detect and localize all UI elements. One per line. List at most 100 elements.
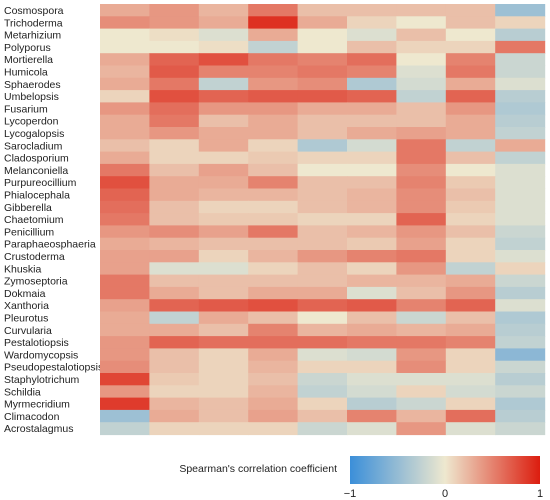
heatmap-cell — [100, 188, 150, 202]
heatmap-cell — [100, 127, 150, 140]
heatmap-cell — [297, 151, 348, 165]
heatmap-cell — [149, 274, 200, 288]
row-label-phialocephala: Phialocephala — [4, 190, 70, 202]
heatmap-cell — [495, 188, 546, 202]
heatmap-cell — [445, 262, 496, 276]
heatmap-cell — [396, 385, 447, 399]
heatmap-cell — [100, 409, 150, 423]
heatmap-cell — [149, 114, 200, 128]
heatmap-cell — [495, 127, 546, 140]
heatmap-cell — [445, 250, 496, 263]
heatmap-cell — [100, 348, 150, 362]
heatmap-cell — [347, 360, 397, 374]
heatmap-cell — [347, 311, 397, 325]
heatmap-cell — [495, 151, 546, 165]
heatmap-cell — [495, 336, 546, 349]
row-label-fusarium: Fusarium — [4, 103, 48, 115]
heatmap-cell — [445, 311, 496, 325]
colorbar-tick-max: 1 — [537, 488, 543, 500]
heatmap-cell — [445, 200, 496, 214]
heatmap-cell — [100, 163, 150, 177]
row-label-melanconiella: Melanconiella — [4, 165, 68, 177]
heatmap-cell — [347, 286, 397, 300]
heatmap-cell — [396, 237, 447, 251]
heatmap-cell — [445, 348, 496, 362]
row-label-cladosporium: Cladosporium — [4, 153, 69, 165]
heatmap-cell — [495, 213, 546, 226]
heatmap-cell — [396, 422, 447, 436]
heatmap-cell — [100, 200, 150, 214]
heatmap-cell — [100, 299, 150, 313]
heatmap-cell — [198, 163, 249, 177]
heatmap-cell — [347, 225, 397, 239]
heatmap-cell — [347, 102, 397, 116]
row-label-crustoderma: Crustoderma — [4, 251, 65, 263]
heatmap-cell — [445, 77, 496, 91]
heatmap-cell — [100, 102, 150, 116]
heatmap-cell — [198, 213, 249, 226]
heatmap-cell — [100, 323, 150, 337]
heatmap-cell — [445, 114, 496, 128]
heatmap-cell — [149, 4, 200, 17]
heatmap-cell — [297, 336, 348, 349]
heatmap-cell — [149, 409, 200, 423]
heatmap-cell — [248, 262, 299, 276]
heatmap-cell — [297, 176, 348, 190]
heatmap-cell — [347, 4, 397, 17]
heatmap-cell — [297, 262, 348, 276]
heatmap-cell — [198, 225, 249, 239]
heatmap-cell — [396, 139, 447, 153]
heatmap-cell — [396, 311, 447, 325]
row-label-myrmecridium: Myrmecridium — [4, 399, 70, 411]
heatmap-cell — [248, 360, 299, 374]
heatmap-cell — [100, 385, 150, 399]
heatmap-cell — [495, 397, 546, 411]
heatmap-cell — [347, 16, 397, 30]
heatmap-cell — [198, 397, 249, 411]
heatmap-cell — [198, 40, 249, 54]
heatmap-cell — [495, 250, 546, 263]
heatmap-cell — [198, 139, 249, 153]
heatmap-cell — [248, 77, 299, 91]
heatmap-cell — [396, 16, 447, 30]
heatmap-cell — [495, 409, 546, 423]
heatmap-cell — [495, 90, 546, 103]
heatmap-cell — [149, 225, 200, 239]
colorbar-title: Spearman's correlation coefficient — [179, 463, 337, 475]
heatmap-cell — [149, 139, 200, 153]
heatmap-cell — [248, 16, 299, 30]
heatmap-cell — [495, 373, 546, 386]
heatmap-cell — [445, 323, 496, 337]
heatmap-cell — [396, 286, 447, 300]
heatmap-cell — [495, 237, 546, 251]
heatmap-cell — [248, 139, 299, 153]
row-label-penicillium: Penicillium — [4, 226, 54, 238]
heatmap-cell — [248, 176, 299, 190]
heatmap-cell — [396, 397, 447, 411]
heatmap-cell — [396, 188, 447, 202]
heatmap-cell — [495, 311, 546, 325]
heatmap-cell — [198, 237, 249, 251]
heatmap-cell — [347, 40, 397, 54]
heatmap-cell — [198, 4, 249, 17]
heatmap-cell — [248, 385, 299, 399]
row-label-acrostalagmus: Acrostalagmus — [4, 423, 73, 435]
heatmap-cell — [297, 286, 348, 300]
heatmap-cell — [396, 176, 447, 190]
heatmap-cell — [445, 360, 496, 374]
heatmap-cell — [445, 163, 496, 177]
heatmap-cell — [495, 200, 546, 214]
heatmap-cell — [198, 53, 249, 67]
heatmap-cell — [297, 385, 348, 399]
heatmap-cell — [248, 114, 299, 128]
row-label-lycoperdon: Lycoperdon — [4, 116, 59, 128]
heatmap-cell — [198, 65, 249, 79]
heatmap-cell — [149, 65, 200, 79]
heatmap-cell — [100, 53, 150, 67]
heatmap-cell — [396, 77, 447, 91]
heatmap-cell — [248, 323, 299, 337]
heatmap-cell — [198, 385, 249, 399]
heatmap-cell — [396, 127, 447, 140]
heatmap-cell — [396, 90, 447, 103]
